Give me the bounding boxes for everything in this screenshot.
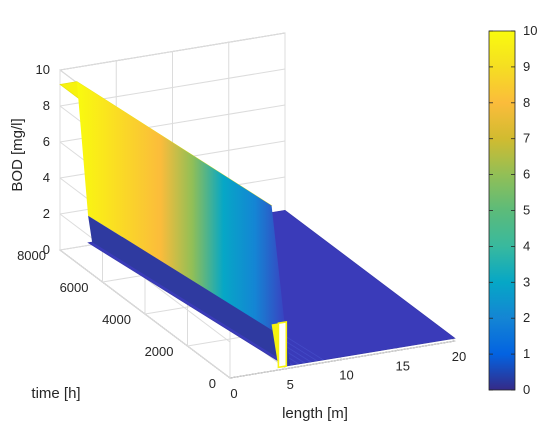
colorbar-tick-label: 1 (523, 346, 530, 361)
colorbar-tick-label: 9 (523, 59, 530, 74)
z-tick-label: 8 (43, 98, 50, 113)
colorbar-ticks: 0 1 2 3 4 5 6 7 8 9 10 (489, 23, 537, 397)
y-tick-label: 2000 (145, 344, 174, 359)
surface-front-drop (88, 215, 291, 366)
surface-front-face (277, 320, 288, 369)
colorbar-tick-label: 0 (523, 382, 530, 397)
grid-line-z (59, 32, 286, 71)
colorbar: 0 1 2 3 4 5 6 7 8 9 10 (488, 23, 537, 397)
z-tick-label: 4 (43, 170, 50, 185)
x-tick-label: 5 (287, 377, 294, 392)
colorbar-tick-label: 7 (523, 131, 530, 146)
x-tick-label: 0 (230, 386, 237, 401)
x-tick-labels: 0 5 10 15 20 (230, 349, 466, 401)
surface-front-edge (271, 323, 279, 368)
y-tick-label: 4000 (102, 312, 131, 327)
y-tick-label: 6000 (60, 280, 89, 295)
colorbar-tick-label: 8 (523, 95, 530, 110)
y-axis-label: time [h] (31, 385, 80, 402)
x-tick-label: 10 (339, 368, 353, 383)
colorbar-tick-label: 3 (523, 274, 530, 289)
z-tick-label: 0 (43, 242, 50, 257)
y-tick-labels: 0 2000 4000 6000 8000 (17, 248, 216, 391)
grid-line-t (229, 340, 456, 379)
z-tick-label: 6 (43, 134, 50, 149)
x-tick-label: 20 (452, 349, 466, 364)
grid-line-z (59, 249, 231, 379)
z-tick-label: 2 (43, 206, 50, 221)
colorbar-tick-label: 2 (523, 310, 530, 325)
colorbar-tick-label: 5 (523, 203, 530, 218)
surface-front-slope (76, 81, 287, 340)
x-axis-label: length [m] (282, 405, 348, 422)
z-tick-labels: 0 2 4 6 8 10 (36, 62, 50, 257)
z-axis-label: BOD [mg/l] (9, 118, 26, 191)
y-tick-label: 8000 (17, 248, 46, 263)
surface-plot (59, 81, 456, 369)
colorbar-tick-label: 10 (523, 23, 537, 38)
x-tick-label: 15 (396, 358, 410, 373)
colorbar-tick-label: 6 (523, 167, 530, 182)
y-tick-label: 0 (209, 376, 216, 391)
z-tick-label: 10 (36, 62, 50, 77)
colorbar-tick-label: 4 (523, 238, 530, 253)
